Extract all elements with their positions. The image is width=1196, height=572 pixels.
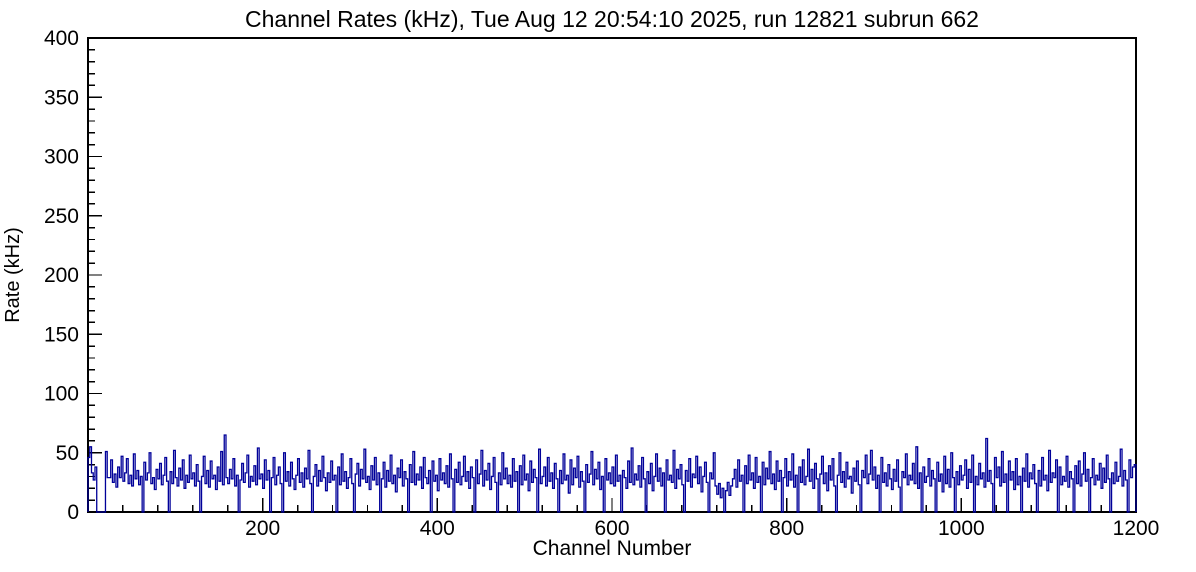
y-tick-label: 0 [67,501,79,524]
x-tick-label: 1200 [1113,517,1160,540]
y-tick-label: 250 [44,205,79,228]
y-tick-label: 350 [44,86,79,109]
x-tick-label: 600 [594,517,629,540]
y-tick-label: 100 [44,383,79,406]
x-tick-label: 400 [420,517,455,540]
y-tick-label: 200 [44,264,79,287]
plot-frame [87,37,1137,513]
rate-histogram-line [87,434,1137,513]
x-tick-label: 800 [769,517,804,540]
y-tick-label: 400 [44,27,79,50]
x-tick-label: 1000 [938,517,985,540]
y-tick-label: 150 [44,323,79,346]
x-axis-title: Channel Number [532,537,692,560]
chart-title: Channel Rates (kHz), Tue Aug 12 20:54:10… [245,6,979,32]
y-tick-label: 50 [56,442,79,465]
y-tick-label: 300 [44,146,79,169]
x-tick-label: 200 [245,517,280,540]
